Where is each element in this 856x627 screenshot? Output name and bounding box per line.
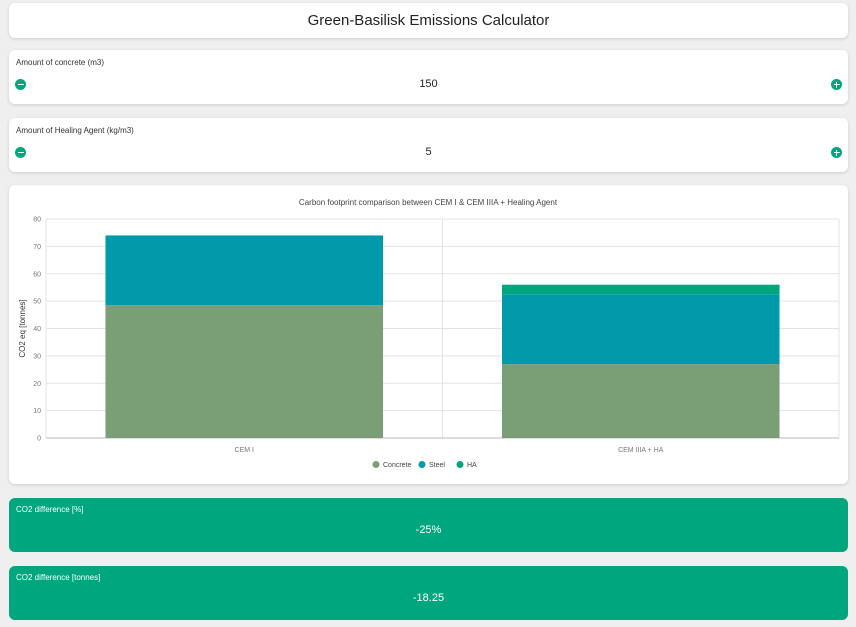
page-title: Green-Basilisk Emissions Calculator xyxy=(307,12,550,29)
x-tick-label: CEM IIIA + HA xyxy=(618,447,664,454)
title-card: Green-Basilisk Emissions Calculator xyxy=(9,3,848,38)
x-tick-label: CEM I xyxy=(235,447,255,454)
concrete-increment-button[interactable] xyxy=(831,79,842,90)
bar-concrete-1 xyxy=(501,364,780,438)
concrete-amount-label: Amount of concrete (m3) xyxy=(16,58,105,67)
bar-steel-0 xyxy=(105,235,384,306)
y-tick-label: 50 xyxy=(33,299,41,306)
y-tick-label: 10 xyxy=(33,408,41,415)
y-tick-label: 20 xyxy=(33,381,41,388)
y-tick-label: 80 xyxy=(33,217,41,224)
emissions-bar-chart: Carbon footprint comparison between CEM … xyxy=(18,198,840,469)
co2-difference-percent-value: -25% xyxy=(415,524,442,536)
concrete-amount-value[interactable]: 150 xyxy=(419,78,438,90)
chart-title: Carbon footprint comparison between CEM … xyxy=(299,198,558,207)
co2-difference-tonnes-label: CO2 difference [tonnes] xyxy=(16,573,101,582)
healing-agent-amount-card: Amount of Healing Agent (kg/m3) 5 xyxy=(9,118,848,172)
co2-difference-tonnes-card: CO2 difference [tonnes] -18.25 xyxy=(9,566,848,620)
healing-agent-decrement-button[interactable] xyxy=(15,147,26,158)
chart-card: Carbon footprint comparison between CEM … xyxy=(9,185,848,484)
healing-agent-increment-button[interactable] xyxy=(831,147,842,158)
y-tick-label: 30 xyxy=(33,353,41,360)
legend-label: Steel xyxy=(429,462,445,469)
legend-marker xyxy=(456,461,464,468)
co2-difference-tonnes-value: -18.25 xyxy=(412,592,445,604)
concrete-amount-card: Amount of concrete (m3) 150 xyxy=(9,50,848,104)
bar-ha-1 xyxy=(501,284,780,295)
healing-agent-amount-label: Amount of Healing Agent (kg/m3) xyxy=(16,126,134,135)
y-tick-label: 40 xyxy=(33,326,41,333)
legend-marker xyxy=(372,461,380,468)
co2-difference-percent-label: CO2 difference [%] xyxy=(16,505,84,514)
co2-difference-percent-card: CO2 difference [%] -25% xyxy=(9,498,848,552)
legend-label: Concrete xyxy=(383,462,412,469)
concrete-decrement-button[interactable] xyxy=(15,79,26,90)
bar-concrete-0 xyxy=(105,305,384,438)
legend-label: HA xyxy=(467,462,477,469)
y-tick-label: 70 xyxy=(33,244,41,251)
healing-agent-amount-value[interactable]: 5 xyxy=(425,146,432,158)
y-tick-label: 60 xyxy=(33,271,41,278)
legend-marker xyxy=(418,461,426,468)
y-axis-label: CO2 eq [tonnes] xyxy=(18,299,27,357)
y-tick-label: 0 xyxy=(37,436,41,443)
bar-steel-1 xyxy=(501,294,780,365)
